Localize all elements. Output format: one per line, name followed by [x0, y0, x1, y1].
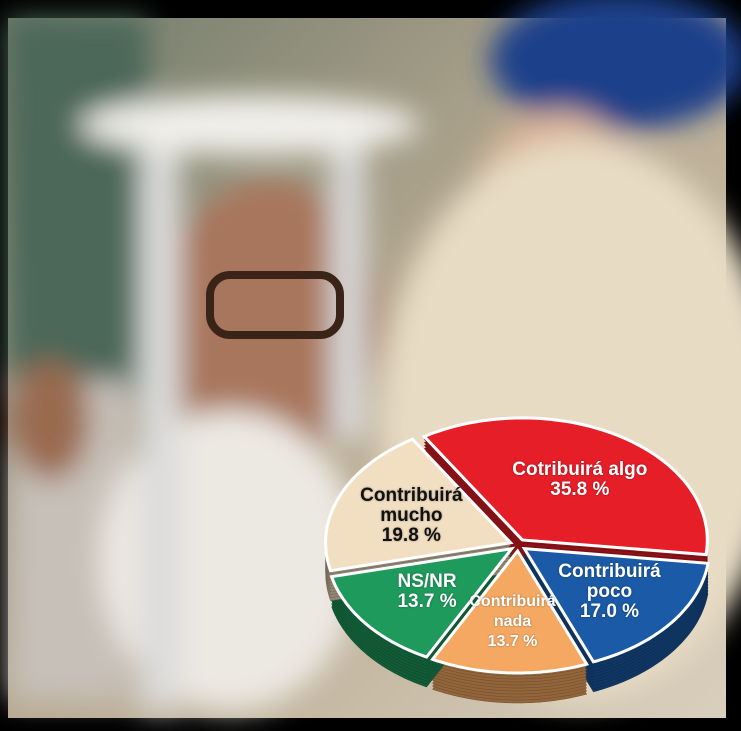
- category-name: Cotribuirá algo: [495, 460, 665, 480]
- value-label: 13.7 %: [457, 632, 567, 652]
- value-label: 13.7 %: [372, 592, 482, 612]
- value-label: 17.0 %: [554, 602, 664, 622]
- value-label: 19.8 %: [356, 526, 466, 546]
- infographic: Cotribuirá algo35.8 % Contribuirá poco17.…: [0, 0, 741, 731]
- category-name: NS/NR: [372, 572, 482, 592]
- category-name: Contribuirá poco: [554, 562, 664, 602]
- category-name: Contribuirá mucho: [356, 486, 466, 526]
- value-label: 35.8 %: [495, 480, 665, 500]
